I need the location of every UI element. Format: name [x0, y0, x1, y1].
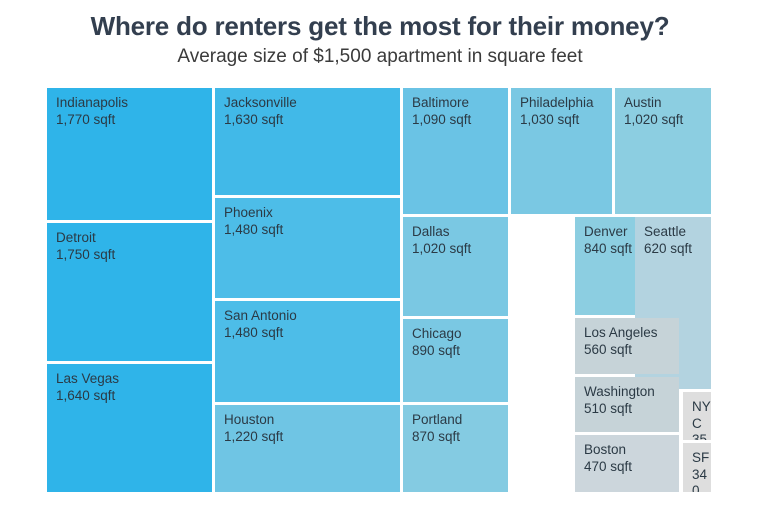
page-title: Where do renters get the most for their … [90, 11, 670, 41]
treemap-cell-nyc[interactable]: NYC350 sqft [683, 392, 711, 440]
treemap-cell-name: Las Vegas [56, 371, 120, 386]
page-subtitle: Average size of $1,500 apartment in squa… [177, 46, 583, 67]
treemap-cell-name: Dallas [412, 224, 450, 239]
treemap-cell-name: Seattle [644, 224, 687, 239]
treemap-cell-value: 620 sqft [644, 240, 693, 256]
treemap-cell-name: Phoenix [224, 205, 273, 220]
treemap-cell-austin[interactable]: Austin 1,020 sqft [615, 88, 711, 214]
treemap-cell-name: Chicago [412, 326, 462, 341]
treemap-cell-name: Boston [584, 442, 627, 457]
treemap-cell-value: 1,020 sqft [624, 111, 684, 127]
treemap-cell-name: San Antonio [224, 308, 297, 323]
treemap-cell-los-angeles[interactable]: Los Angeles 560 sqft [575, 318, 679, 374]
treemap-cell-value: 1,020 sqft [412, 240, 472, 256]
treemap-cell-name: Baltimore [412, 95, 470, 110]
treemap-cell-value: 560 sqft [584, 341, 633, 357]
treemap-cell-name: Detroit [56, 230, 96, 245]
treemap-cell-value: 1,030 sqft [520, 111, 580, 127]
treemap-cell-name: NYC [692, 399, 711, 431]
treemap-cell-value: 1,090 sqft [412, 111, 472, 127]
treemap-cell-baltimore[interactable]: Baltimore 1,090 sqft [403, 88, 508, 214]
treemap-cell-value: 1,480 sqft [224, 221, 284, 237]
treemap-cell-indianapolis[interactable]: Indianapolis 1,770 sqft [47, 88, 212, 220]
treemap-cell-seattle[interactable]: Seattle 620 sqft [635, 217, 711, 389]
treemap-cell-value: 890 sqft [412, 342, 461, 358]
treemap-cell-name: Jacksonville [224, 95, 297, 110]
treemap-cell-portland[interactable]: Portland 870 sqft [403, 405, 508, 492]
treemap-cell-name: Indianapolis [56, 95, 129, 110]
treemap-cell-detroit[interactable]: Detroit 1,750 sqft [47, 223, 212, 361]
treemap-cell-value: 510 sqft [584, 400, 633, 416]
treemap-cell-value: 1,630 sqft [224, 111, 284, 127]
treemap-cell-name: Austin [624, 95, 662, 110]
treemap-cell-jacksonville[interactable]: Jacksonville 1,630 sqft [215, 88, 400, 195]
treemap-cell-houston[interactable]: Houston 1,220 sqft [215, 405, 400, 492]
treemap-cell-value: 340 sqft [692, 466, 708, 493]
treemap-cell-chicago[interactable]: Chicago 890 sqft [403, 319, 508, 402]
treemap-cell-value: 1,220 sqft [224, 428, 284, 444]
treemap-cell-name: Washington [584, 384, 655, 399]
treemap-chart: Indianapolis 1,770 sqft Detroit 1,750 sqft L… [47, 88, 711, 492]
treemap-cell-name: SF [692, 450, 710, 465]
treemap-cell-value: 840 sqft [584, 240, 633, 256]
treemap-cell-value: 1,770 sqft [56, 111, 116, 127]
treemap-cell-name: Houston [224, 412, 275, 427]
treemap-cell-phoenix[interactable]: Phoenix 1,480 sqft [215, 198, 400, 298]
treemap-cell-value: 1,480 sqft [224, 324, 284, 340]
treemap-cell-value: 1,640 sqft [56, 387, 116, 403]
treemap-cell-value: 870 sqft [412, 428, 461, 444]
treemap-cell-washington[interactable]: Washington 510 sqft [575, 377, 679, 432]
treemap-cell-name: Portland [412, 412, 463, 427]
treemap-cell-name: Los Angeles [584, 325, 658, 340]
treemap-cell-name: Denver [584, 224, 628, 239]
treemap-cell-boston[interactable]: Boston 470 sqft [575, 435, 679, 492]
treemap-cell-san-antonio[interactable]: San Antonio 1,480 sqft [215, 301, 400, 402]
treemap-cell-dallas[interactable]: Dallas 1,020 sqft [403, 217, 508, 316]
treemap-cell-value: 470 sqft [584, 458, 633, 474]
treemap-cell-name: Philadelphia [520, 95, 594, 110]
treemap-cell-las-vegas[interactable]: Las Vegas 1,640 sqft [47, 364, 212, 492]
treemap-cell-value: 350 sqft [692, 432, 708, 440]
treemap-cell-value: 1,750 sqft [56, 246, 116, 262]
treemap-cell-philadelphia[interactable]: Philadelphia 1,030 sqft [511, 88, 612, 214]
